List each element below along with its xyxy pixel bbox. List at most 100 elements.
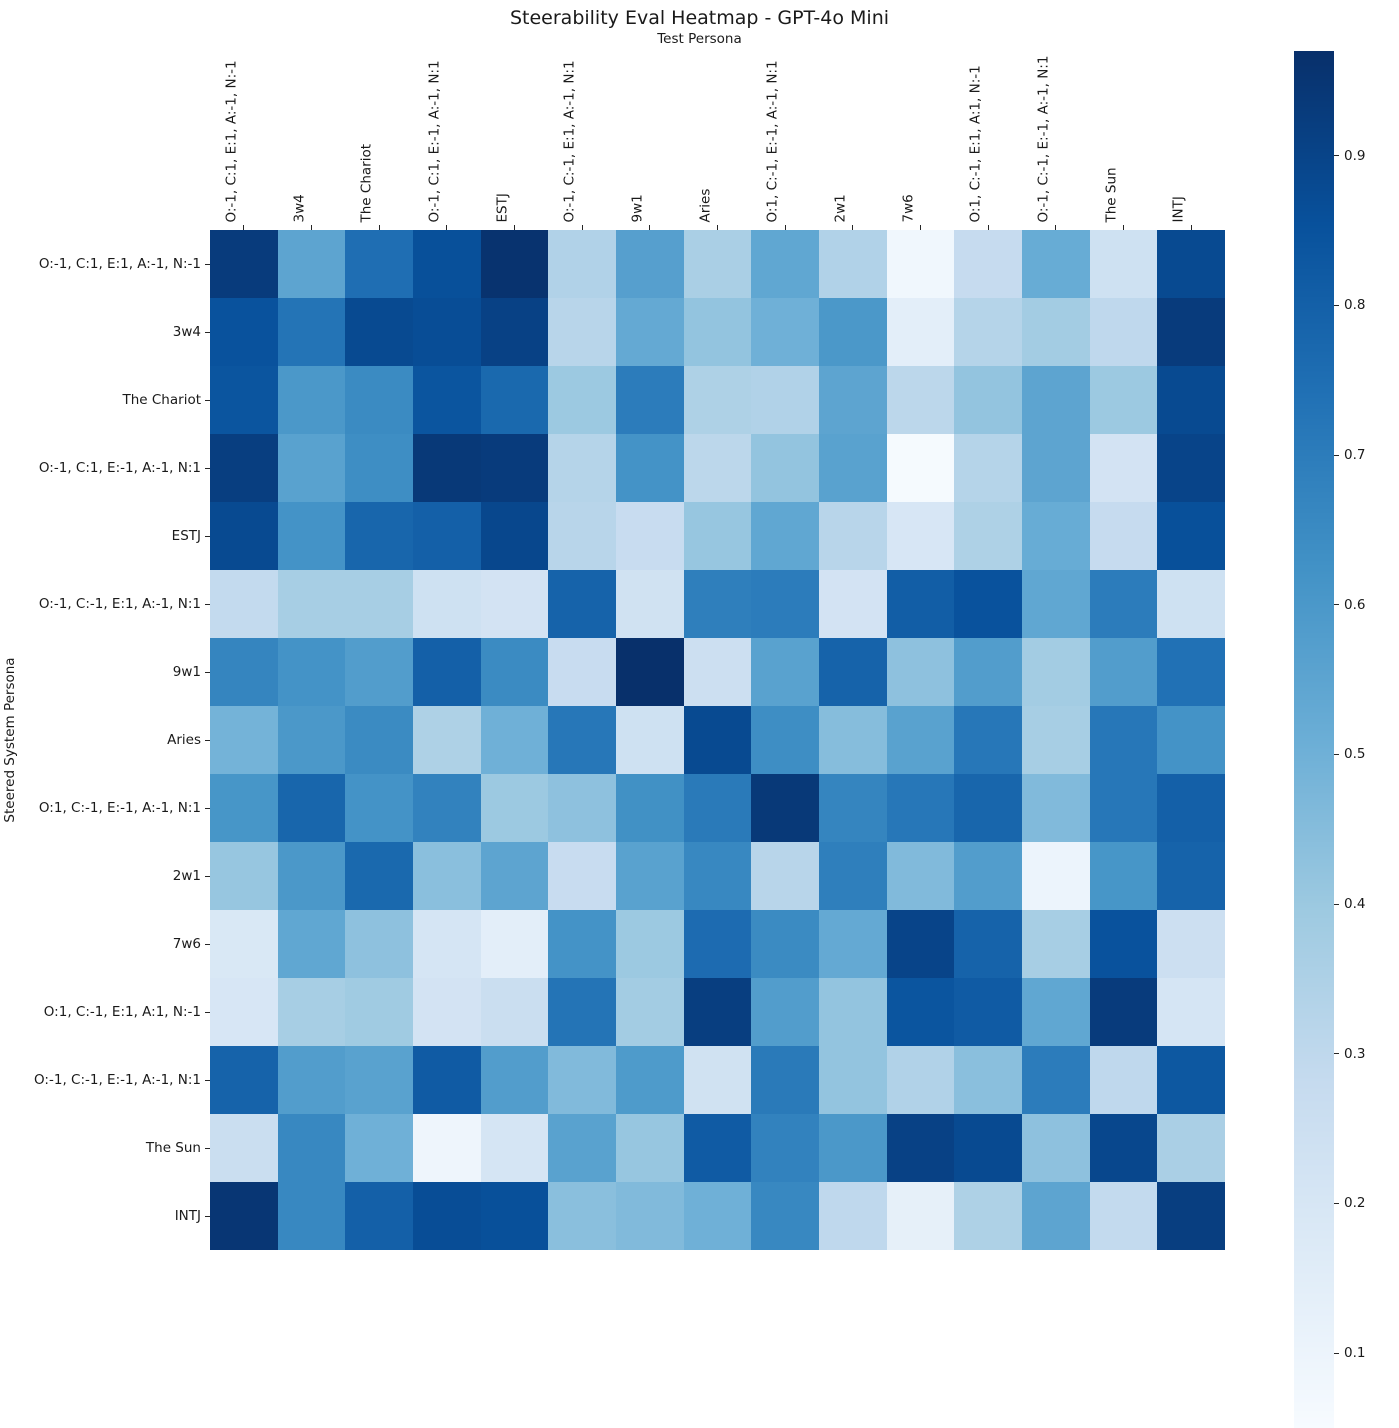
heatmap-cell [818, 502, 887, 570]
heatmap-cell [954, 910, 1022, 978]
heatmap-cell [412, 1046, 481, 1114]
heatmap-cell [683, 706, 752, 774]
heatmap-cell [683, 230, 752, 298]
heatmap-cell [412, 978, 481, 1046]
heatmap-cell [345, 434, 413, 502]
heatmap-cell [751, 706, 819, 774]
heatmap-cell [210, 1182, 278, 1250]
heatmap-cell [345, 1182, 413, 1250]
y-tick-mark [205, 263, 210, 265]
heatmap-cell [886, 1114, 955, 1182]
heatmap-cell [480, 978, 549, 1046]
heatmap-cell [683, 774, 752, 842]
x-tick-label: Aries [697, 188, 713, 222]
heatmap-cell [210, 842, 278, 910]
heatmap-cell [954, 230, 1022, 298]
heatmap-cell [751, 638, 819, 706]
heatmap-cell [345, 570, 413, 638]
heatmap-cell [277, 502, 346, 570]
heatmap-cell [1157, 434, 1225, 502]
heatmap-cell [210, 1114, 278, 1182]
x-tick-mark [920, 225, 921, 230]
heatmap-cell [615, 298, 684, 366]
heatmap-cell [886, 638, 955, 706]
x-tick-label: 3w4 [291, 193, 307, 222]
heatmap-cell [210, 434, 278, 502]
heatmap-cell [210, 910, 278, 978]
heatmap-cell [548, 230, 616, 298]
heatmap-cell [954, 774, 1022, 842]
heatmap-cell [345, 706, 413, 774]
colorbar-tick-label: 0.1 [1344, 1345, 1366, 1362]
heatmap-cell [818, 1182, 887, 1250]
heatmap-cell [751, 298, 819, 366]
heatmap-cell [345, 638, 413, 706]
heatmap-cell [480, 910, 549, 978]
x-tick-label: ESTJ [494, 192, 510, 222]
y-tick-mark [205, 399, 210, 401]
heatmap-cell [954, 366, 1022, 434]
chart-subtitle: Test Persona [657, 31, 742, 47]
heatmap-cell [1089, 570, 1158, 638]
heatmap-cell [480, 706, 549, 774]
colorbar-tick-label: 0.6 [1344, 596, 1366, 613]
heatmap-cell [1157, 774, 1225, 842]
heatmap-cell [210, 706, 278, 774]
y-tick-mark [205, 875, 210, 877]
heatmap-cell [1021, 366, 1090, 434]
heatmap-cell [751, 774, 819, 842]
x-tick-mark [987, 225, 989, 230]
heatmap-cell [210, 298, 278, 366]
heatmap-cell [548, 434, 616, 502]
heatmap-cell [615, 366, 684, 434]
heatmap-cell [548, 298, 616, 366]
heatmap-cell [1157, 230, 1225, 298]
heatmap-cell [751, 978, 819, 1046]
x-tick-label: 7w6 [900, 193, 916, 222]
heatmap-cell [751, 502, 819, 570]
heatmap-cell [1157, 638, 1225, 706]
heatmap-cell [345, 978, 413, 1046]
heatmap-cell [1157, 570, 1225, 638]
heatmap-cell [886, 1046, 955, 1114]
heatmap-cell [751, 230, 819, 298]
heatmap-cell [751, 842, 819, 910]
y-tick-mark [205, 1011, 210, 1013]
heatmap-cell [818, 1114, 887, 1182]
heatmap-cell [1021, 638, 1090, 706]
heatmap-cell [818, 842, 887, 910]
heatmap-cell [1089, 910, 1158, 978]
heatmap-cell [1021, 1114, 1090, 1182]
y-tick-mark [205, 1079, 210, 1081]
heatmap-cell [1021, 774, 1090, 842]
y-tick-label: 2w1 [172, 868, 201, 884]
y-tick-label: The Chariot [122, 392, 201, 408]
heatmap-cell [683, 910, 752, 978]
heatmap-cell [954, 1114, 1022, 1182]
heatmap-cell [345, 910, 413, 978]
heatmap-cell [954, 1182, 1022, 1250]
heatmap-cell [480, 502, 549, 570]
heatmap-cell [480, 1114, 549, 1182]
heatmap-cell [683, 1046, 752, 1114]
y-tick-label: Aries [167, 732, 201, 748]
x-tick-label: The Sun [1103, 166, 1119, 222]
heatmap-plot-area [210, 230, 1225, 1250]
colorbar-tick-mark [1334, 155, 1339, 157]
heatmap-cell [1157, 1114, 1225, 1182]
heatmap-cell [412, 1114, 481, 1182]
heatmap-cell [818, 570, 887, 638]
heatmap-cell [886, 570, 955, 638]
heatmap-cell [818, 774, 887, 842]
heatmap-cell [412, 842, 481, 910]
heatmap-cell [345, 1114, 413, 1182]
heatmap-cell [548, 910, 616, 978]
heatmap-cell [277, 706, 346, 774]
chart-title: Steerability Eval Heatmap - GPT-4o Mini [509, 7, 890, 29]
heatmap-cell [1021, 502, 1090, 570]
colorbar-tick-mark [1334, 304, 1339, 306]
x-tick-label: O:-1, C:1, E:1, A:-1, N:-1 [223, 59, 240, 222]
heatmap-cell [480, 842, 549, 910]
heatmap-cell [954, 978, 1022, 1046]
